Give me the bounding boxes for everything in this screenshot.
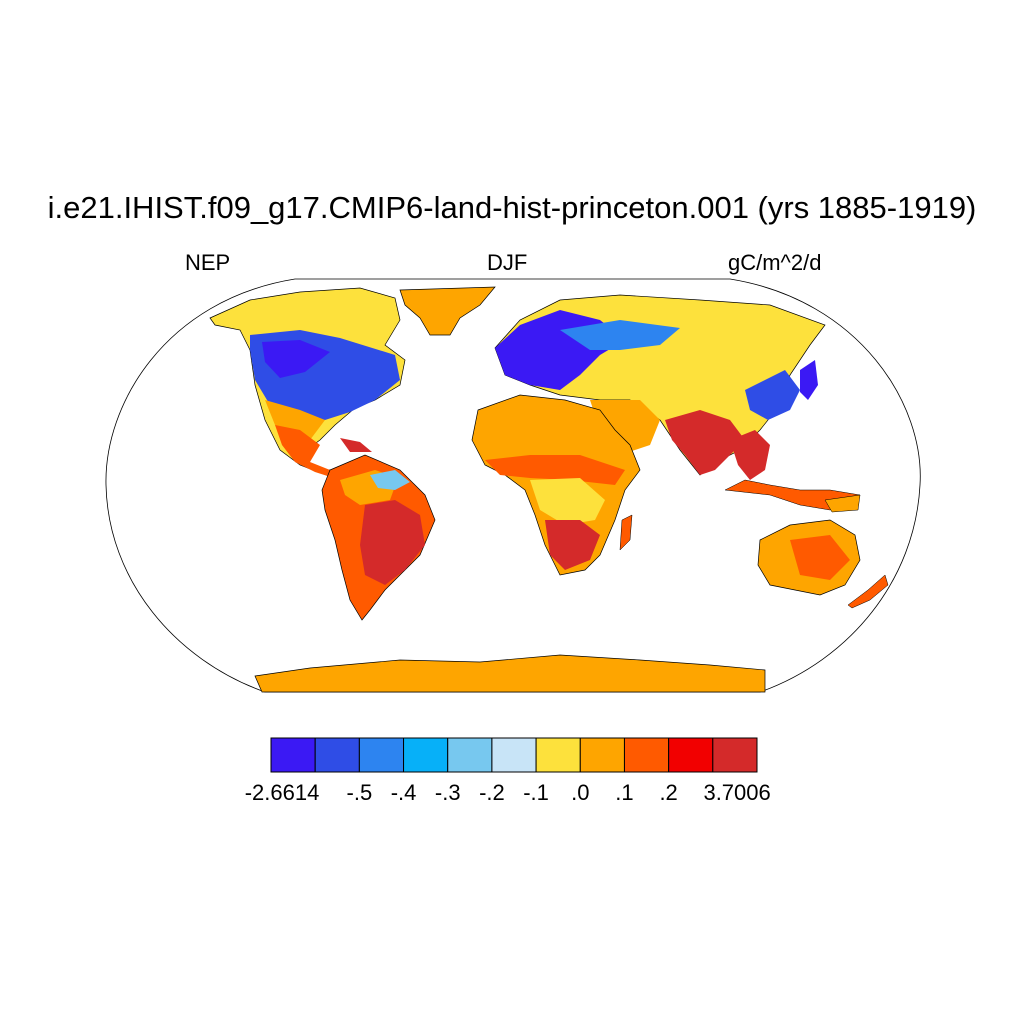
colorbar-tick-label: -.4 [390,780,417,805]
central-africa-mixed-area [530,478,605,525]
units-label: gC/m^2/d [728,250,822,275]
madagascar-region [619,514,633,551]
north-america-cooling-core [262,340,330,378]
colorbar-tick-label: -.1 [523,780,549,805]
season-label: DJF [487,250,528,275]
amazon-cooling-area [370,470,410,490]
south-asia-region [665,410,745,475]
colorbar-swatch [623,737,670,773]
greenland-region [399,286,496,336]
colorbar-swatch [491,737,537,773]
australia-warming-area [790,535,850,580]
plot-title: i.e21.IHIST.f09_g17.CMIP6-land-hist-prin… [47,190,977,225]
japan-region [800,360,818,400]
new-guinea-region [824,494,861,513]
central-america-region [275,425,355,480]
new-zealand-region [847,574,889,609]
colorbar-tick-label: .2 [659,780,678,805]
sahel-warming-band [485,455,625,485]
antarctica-region [254,654,766,693]
variable-label: NEP [185,250,231,275]
colorbar-swatch [447,737,493,773]
colorbar-swatch [712,737,758,773]
europe-cooling-edge [560,320,680,350]
colorbar-tick-label: 3.7006 [703,780,771,805]
colorbar-tick-label: -.5 [346,780,373,805]
colorbar-tick-label: .1 [615,780,634,805]
southeast-asia-region [730,430,770,480]
colorbar-tick-label: -.2 [479,780,505,805]
colorbar-swatch [270,737,316,773]
colorbar-tick-label: .0 [571,780,590,805]
middle-east-region [590,400,660,455]
colorbar-swatch [668,737,714,773]
colorbar-swatch [358,737,405,773]
colorbar-swatch [403,737,449,773]
south-america-warming-core [360,500,425,585]
east-asia-cooling-area [745,370,800,420]
colorbar-tick-label: -.3 [434,780,461,805]
colorbar-swatch [314,737,360,773]
colorbar-swatch [579,737,625,773]
caribbean-region [340,438,372,452]
colorbar-swatch [535,737,581,773]
colorbar-tick-label: -2.6614 [244,780,320,805]
southern-africa-warming-area [545,520,600,570]
